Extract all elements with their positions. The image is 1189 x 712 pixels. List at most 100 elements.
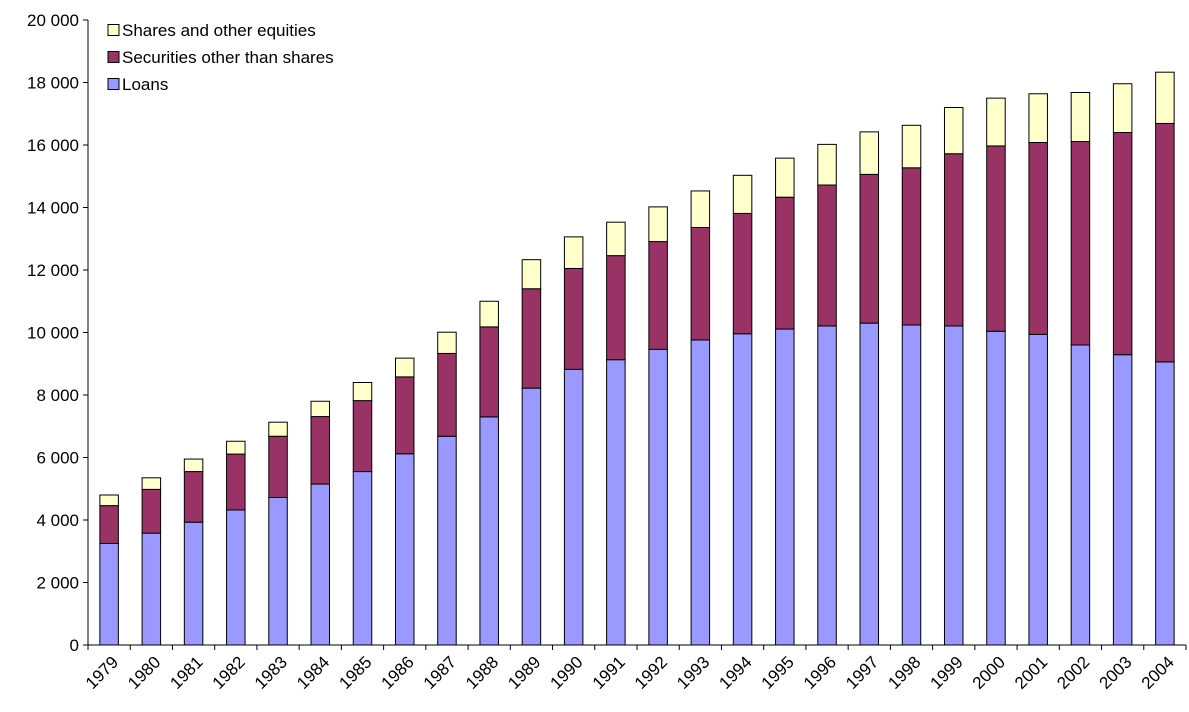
x-tick-label-1990: 1990 [547, 653, 587, 693]
bar-2004-series-1 [1155, 122, 1175, 363]
bar-2002-series-0 [1070, 344, 1091, 646]
bar-1982-series-1 [226, 453, 246, 511]
x-tick-label-1979: 1979 [82, 653, 122, 693]
y-tick-label-4: 8 000 [36, 386, 79, 405]
y-tick-label-10: 20 000 [27, 11, 79, 30]
bar-1984-series-2 [310, 400, 331, 418]
bar-1997-series-2 [859, 131, 880, 175]
bar-1981-series-2 [183, 458, 204, 473]
x-tick-label-2002: 2002 [1053, 653, 1093, 693]
bar-1982-series-0 [226, 509, 246, 646]
bar-1983-series-2 [268, 421, 288, 437]
bar-1998-series-1 [901, 167, 922, 326]
x-tick-label-1983: 1983 [251, 653, 291, 693]
bar-2001-series-2 [1028, 93, 1048, 143]
bar-1996-series-0 [817, 325, 837, 646]
y-tick-label-7: 14 000 [27, 199, 79, 218]
bars-layer [99, 71, 1175, 646]
bar-1999-series-2 [943, 107, 964, 155]
bar-2001-series-0 [1028, 333, 1048, 646]
bar-2004-series-0 [1155, 361, 1175, 646]
bar-2000-series-1 [986, 145, 1006, 332]
x-tick-label-1988: 1988 [462, 653, 502, 693]
bar-1983-series-0 [268, 497, 288, 646]
bar-1985-series-2 [352, 382, 373, 402]
bar-1984-series-1 [310, 416, 331, 485]
bar-2002-series-2 [1070, 92, 1091, 143]
bar-1994-series-2 [732, 174, 753, 214]
bar-1979-series-2 [99, 494, 119, 507]
bar-1989-series-1 [521, 288, 542, 389]
x-tick-label-1986: 1986 [378, 653, 418, 693]
y-tick-label-5: 10 000 [27, 324, 79, 343]
bar-1983-series-1 [268, 435, 288, 498]
bar-1991-series-2 [606, 221, 626, 257]
bar-1986-series-2 [394, 357, 415, 378]
bar-1996-series-2 [817, 143, 837, 186]
x-tick-label-2004: 2004 [1138, 653, 1178, 693]
bar-1992-series-2 [648, 206, 668, 243]
x-tick-label-2000: 2000 [969, 653, 1009, 693]
bar-1994-series-1 [732, 212, 753, 335]
bar-2003-series-1 [1112, 132, 1133, 356]
legend-label-1: Securities other than shares [122, 48, 334, 67]
bar-1998-series-2 [901, 124, 922, 169]
bar-1988-series-2 [479, 300, 499, 328]
bar-1995-series-2 [775, 157, 795, 198]
bar-1999-series-1 [943, 153, 964, 327]
x-tick-label-1992: 1992 [631, 653, 671, 693]
y-tick-label-1: 2 000 [36, 574, 79, 593]
bar-1980-series-2 [141, 477, 162, 490]
bar-1985-series-1 [352, 400, 373, 473]
y-tick-label-2: 4 000 [36, 511, 79, 530]
bar-1990-series-0 [563, 368, 584, 646]
x-tick-label-1998: 1998 [884, 653, 924, 693]
legend-label-0: Loans [122, 75, 168, 94]
bar-1990-series-2 [563, 236, 584, 269]
bar-1986-series-1 [394, 376, 415, 455]
bar-1987-series-1 [437, 352, 457, 437]
x-tick-label-2003: 2003 [1096, 653, 1136, 693]
bar-1997-series-1 [859, 173, 880, 324]
legend-swatch-0 [107, 78, 120, 90]
bar-1991-series-0 [606, 359, 626, 646]
bar-1994-series-0 [732, 333, 753, 646]
bar-1979-series-1 [99, 505, 119, 544]
bar-1988-series-0 [479, 416, 499, 646]
bar-1980-series-0 [141, 532, 162, 646]
y-tick-label-8: 16 000 [27, 136, 79, 155]
bar-1995-series-0 [775, 328, 795, 646]
y-tick-label-6: 12 000 [27, 261, 79, 280]
x-tick-label-2001: 2001 [1011, 653, 1051, 693]
x-tick-label-1981: 1981 [166, 653, 206, 693]
bar-1996-series-1 [817, 184, 837, 327]
bar-1986-series-0 [394, 453, 415, 646]
bar-1989-series-0 [521, 387, 542, 646]
bar-1993-series-1 [690, 227, 711, 341]
legend-swatch-2 [107, 24, 120, 36]
x-tick-label-1996: 1996 [800, 653, 840, 693]
x-tick-label-1985: 1985 [335, 653, 375, 693]
x-tick-label-1994: 1994 [715, 653, 755, 693]
bar-1984-series-0 [310, 483, 331, 646]
bar-2003-series-0 [1112, 354, 1133, 646]
x-tick-label-1984: 1984 [293, 653, 333, 693]
y-tick-label-3: 6 000 [36, 449, 79, 468]
x-tick-label-1987: 1987 [420, 653, 460, 693]
bar-2003-series-2 [1112, 83, 1133, 133]
bar-1981-series-0 [183, 521, 204, 646]
x-tick-label-1982: 1982 [209, 653, 249, 693]
legend-label-2: Shares and other equities [122, 21, 316, 40]
bar-1993-series-2 [690, 190, 711, 229]
bar-1982-series-2 [226, 440, 246, 455]
bar-1995-series-1 [775, 196, 795, 330]
bar-1979-series-0 [99, 542, 119, 646]
bar-1981-series-1 [183, 471, 204, 523]
bar-1985-series-0 [352, 471, 373, 646]
legend: Shares and other equities Securities othe… [107, 21, 334, 94]
bar-1993-series-0 [690, 339, 711, 646]
x-tick-label-1999: 1999 [927, 653, 967, 693]
bar-2000-series-0 [986, 330, 1006, 646]
x-tick-label-1989: 1989 [504, 653, 544, 693]
